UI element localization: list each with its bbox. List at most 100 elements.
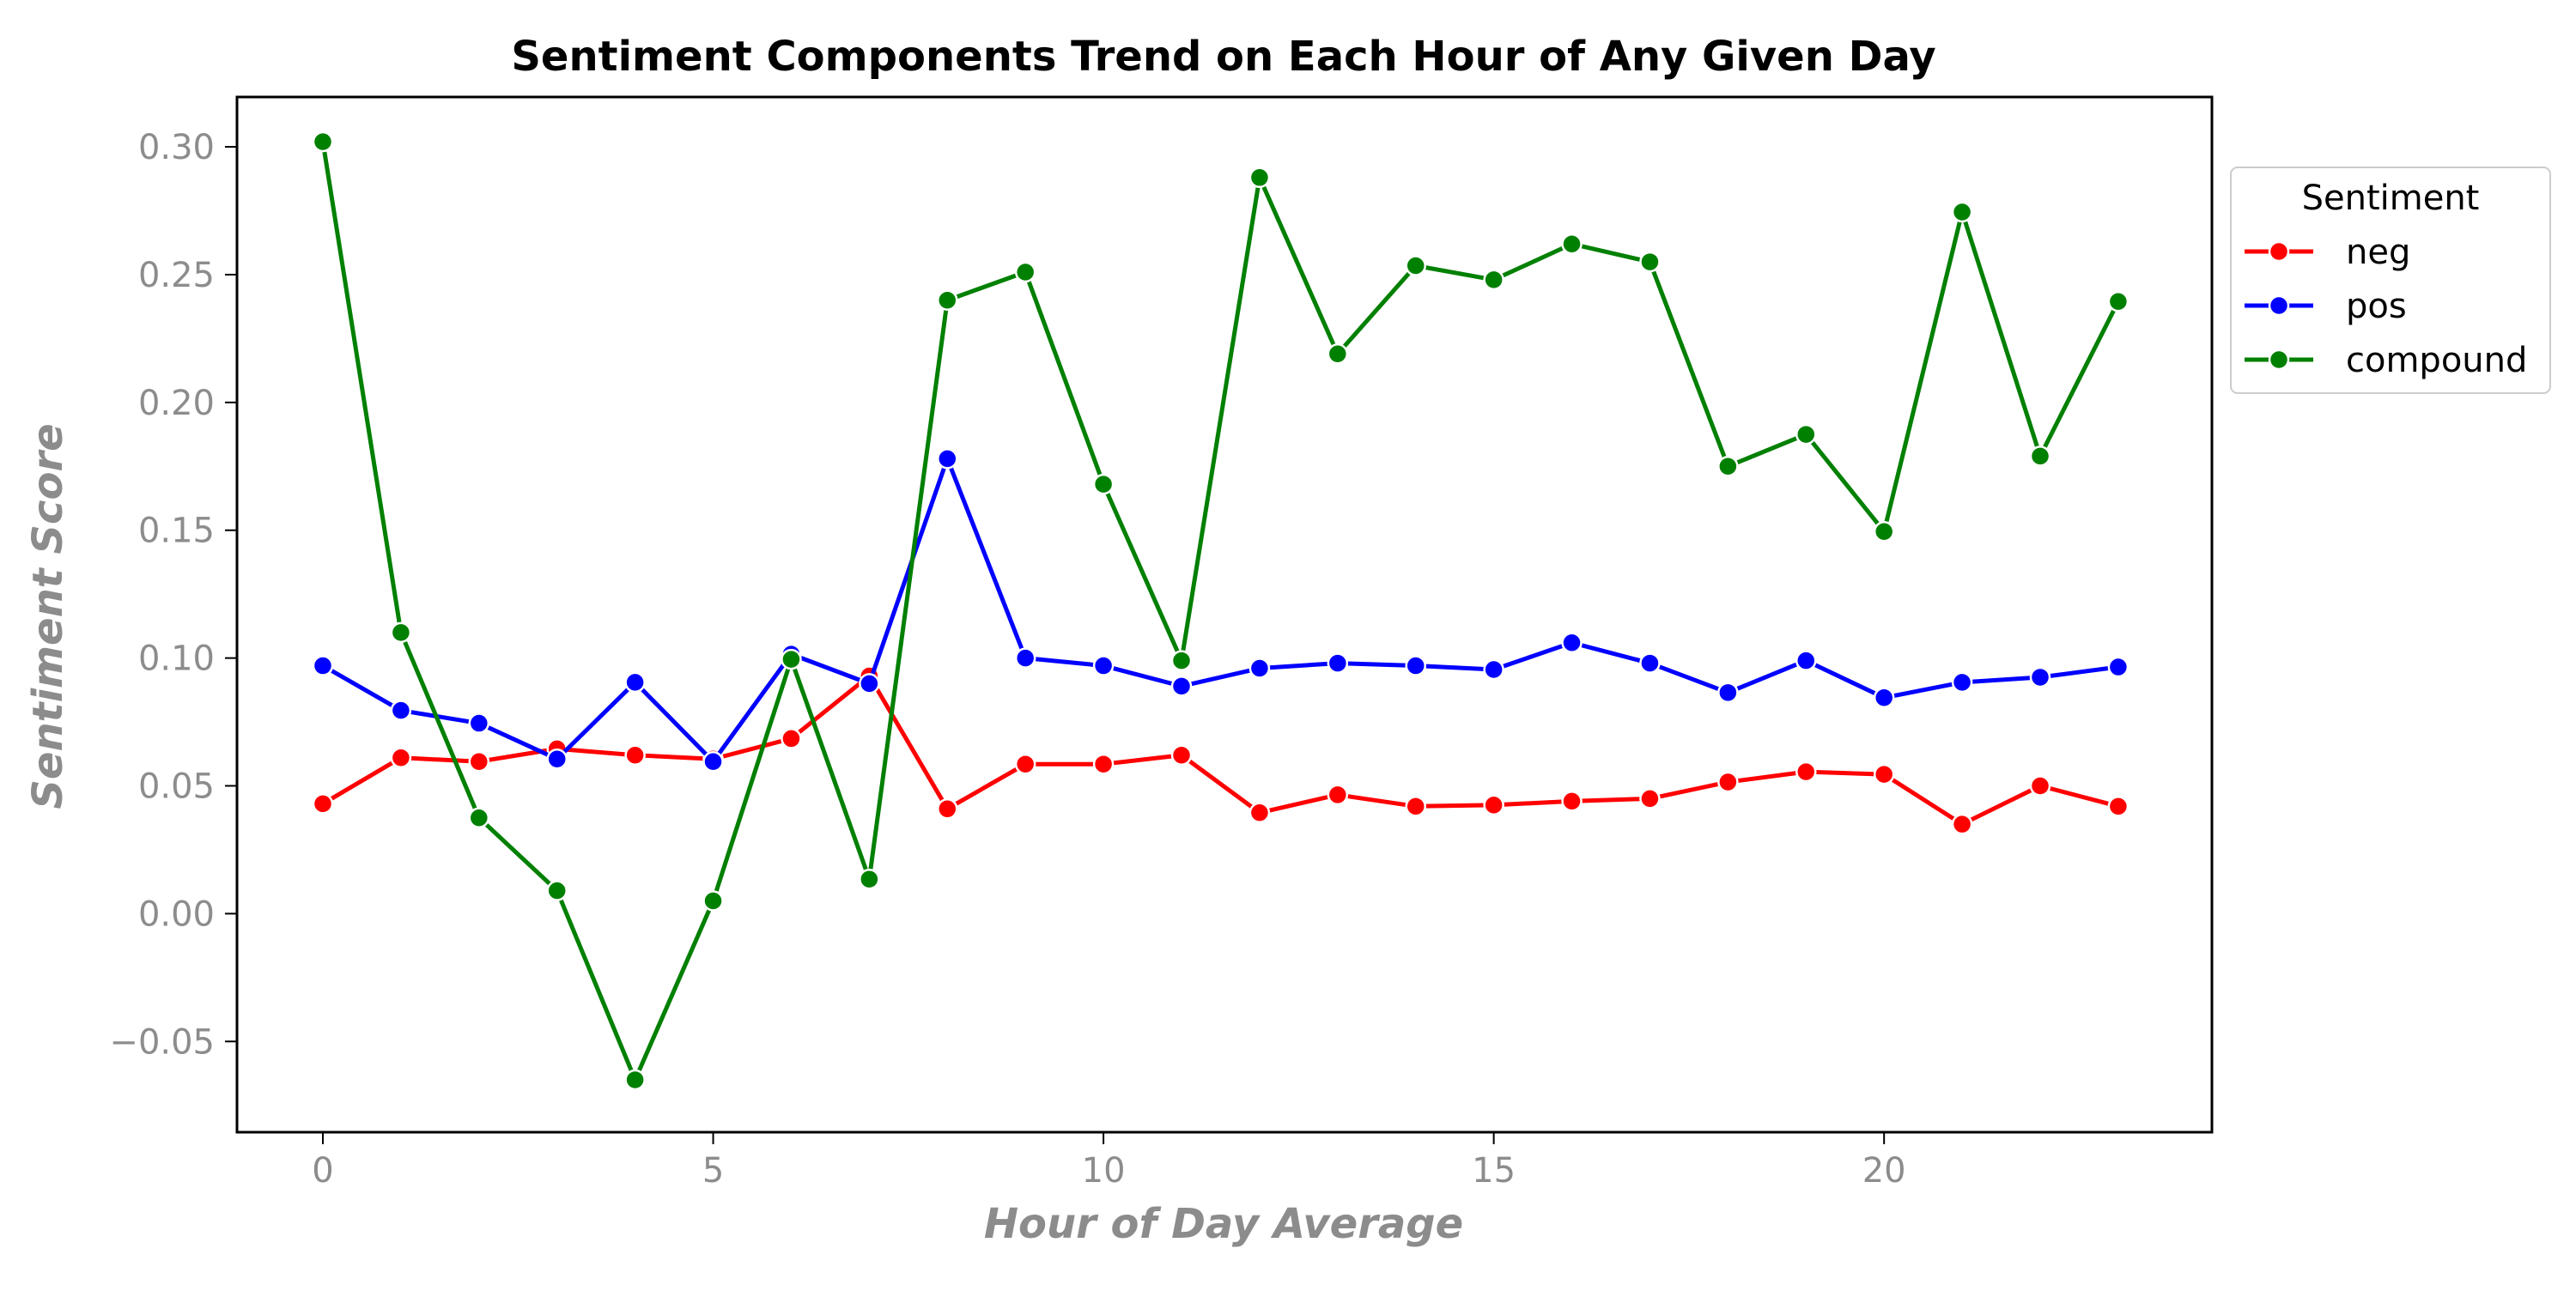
data-point-compound	[468, 807, 490, 828]
data-point-pos	[1483, 658, 1504, 681]
legend-label: compound	[2346, 341, 2527, 380]
plot-frame	[235, 95, 2214, 1134]
data-point-compound	[2029, 445, 2051, 467]
legend-items: neg pos compound	[2245, 233, 2527, 380]
y-tick-label: 0.05	[138, 767, 215, 807]
x-tick-label: 20	[1862, 1151, 1906, 1191]
data-point-neg	[390, 747, 412, 769]
data-point-compound	[546, 880, 568, 901]
data-point-neg	[468, 750, 490, 773]
data-point-neg	[937, 798, 958, 820]
data-point-pos	[468, 712, 490, 734]
data-point-compound	[781, 648, 802, 670]
axis-ticks: 0 5 10 15 20 −0.05 0.00 0.05 0.10 0.15 0.20 0.25 0.3…	[109, 128, 1905, 1191]
data-point-pos	[1092, 655, 1115, 676]
y-tick-label: 0.20	[138, 384, 215, 423]
y-tick-label: 0.10	[138, 639, 215, 679]
data-point-pos	[1873, 687, 1895, 709]
data-point-pos	[1170, 676, 1193, 697]
data-point-neg	[1327, 784, 1349, 806]
data-point-compound	[1873, 520, 1895, 542]
data-point-compound	[1327, 343, 1349, 365]
data-point-compound	[1249, 167, 1271, 189]
data-point-compound	[1561, 233, 1583, 255]
data-point-compound	[1951, 201, 1973, 223]
data-point-pos	[1795, 650, 1817, 671]
x-axis-label: Hour of Day Average	[984, 1200, 1463, 1248]
data-point-neg	[1717, 771, 1739, 793]
legend-label: neg	[2346, 233, 2410, 272]
legend-title: Sentiment	[2302, 179, 2480, 218]
x-tick-label: 10	[1082, 1151, 1126, 1191]
x-tick-label: 5	[702, 1151, 724, 1191]
data-point-compound	[937, 289, 958, 311]
data-point-compound	[1092, 473, 1115, 495]
data-point-neg	[2029, 775, 2051, 797]
data-point-compound	[1014, 261, 1036, 283]
data-point-neg	[781, 728, 802, 749]
data-point-compound	[1717, 456, 1739, 477]
data-point-neg	[1405, 796, 1426, 817]
data-point-pos	[1951, 671, 1973, 694]
data-point-neg	[1014, 753, 1036, 775]
series-line-compound	[320, 139, 2121, 1082]
data-point-pos	[2107, 656, 2129, 678]
data-point-pos	[624, 671, 646, 694]
data-point-neg	[1170, 744, 1193, 767]
series-neg	[312, 665, 2129, 835]
chart-title: Sentiment Components Trend on Each Hour …	[511, 33, 1935, 81]
series-line-pos	[320, 456, 2121, 764]
data-point-pos	[1561, 632, 1583, 654]
data-point-neg	[1639, 788, 1661, 809]
y-tick-label: −0.05	[109, 1022, 215, 1062]
data-point-neg	[1951, 813, 1973, 835]
data-point-compound	[1639, 251, 1661, 273]
series-pos	[312, 448, 2129, 773]
x-tick-label: 15	[1472, 1151, 1516, 1191]
data-point-pos	[702, 750, 724, 773]
data-point-compound	[702, 890, 724, 912]
data-point-neg	[1561, 791, 1583, 812]
data-point-neg	[1249, 802, 1271, 824]
data-point-neg	[1483, 794, 1504, 816]
series-compound	[312, 130, 2129, 1091]
data-point-neg	[1795, 761, 1817, 783]
data-point-neg	[1092, 753, 1115, 775]
y-axis-label: Sentiment Score	[24, 423, 72, 809]
data-point-compound	[390, 621, 412, 644]
y-tick-label: 0.25	[138, 256, 215, 295]
legend-item-pos: pos	[2245, 287, 2407, 326]
data-point-compound	[312, 130, 334, 153]
legend-marker-swatch	[2268, 240, 2290, 263]
legend-label: pos	[2346, 287, 2407, 326]
series-line-neg	[320, 673, 2121, 827]
legend-box	[2230, 167, 2551, 394]
series-layer	[312, 130, 2129, 1091]
legend-marker-swatch	[2268, 294, 2290, 317]
data-point-pos	[859, 673, 880, 694]
data-point-compound	[1483, 269, 1504, 291]
data-point-pos	[1639, 652, 1661, 674]
legend-marker-swatch	[2268, 349, 2290, 371]
y-tick-label: 0.15	[138, 512, 215, 551]
data-point-pos	[390, 700, 412, 721]
data-point-pos	[1249, 658, 1271, 679]
data-point-neg	[2107, 796, 2129, 817]
data-point-pos	[312, 655, 334, 676]
legend-item-compound: compound	[2245, 341, 2527, 380]
legend: Sentiment neg pos compound	[2230, 167, 2551, 394]
data-point-pos	[937, 448, 958, 470]
data-point-compound	[624, 1069, 646, 1091]
data-point-pos	[1014, 647, 1036, 669]
data-point-compound	[1795, 423, 1817, 445]
data-point-compound	[1405, 255, 1426, 276]
data-point-pos	[1717, 682, 1739, 704]
data-point-compound	[2107, 290, 2129, 312]
data-point-pos	[2029, 666, 2051, 688]
x-tick-label: 0	[312, 1151, 333, 1191]
data-point-pos	[1327, 652, 1349, 674]
data-point-pos	[1405, 655, 1426, 676]
